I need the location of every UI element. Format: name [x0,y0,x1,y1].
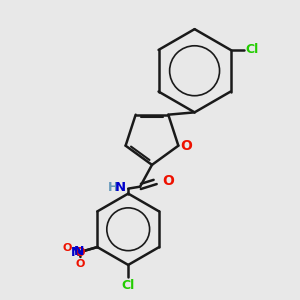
Text: N: N [115,181,126,194]
Text: O: O [75,245,86,259]
Text: O: O [180,139,192,153]
Text: N: N [74,244,85,258]
Text: H: H [108,181,118,194]
Text: Cl: Cl [245,44,259,56]
Text: O: O [62,243,72,253]
Text: Cl: Cl [122,279,135,292]
Text: O: O [76,259,85,269]
Text: O: O [162,174,174,188]
Text: N: N [71,245,82,259]
